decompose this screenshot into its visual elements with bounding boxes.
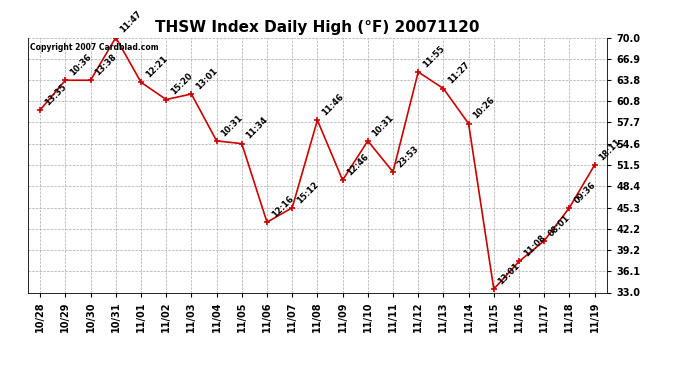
Text: 11:46: 11:46 [320,92,346,117]
Text: 23:53: 23:53 [396,144,421,169]
Text: 11:47: 11:47 [119,9,144,35]
Text: 12:16: 12:16 [270,194,295,219]
Text: 08:01: 08:01 [547,213,572,238]
Text: 13:38: 13:38 [93,53,119,78]
Text: 11:55: 11:55 [421,44,446,69]
Text: 11:08: 11:08 [522,234,547,259]
Text: 18:11: 18:11 [598,137,622,162]
Text: 10:26: 10:26 [471,96,497,121]
Text: 09:36: 09:36 [572,180,598,205]
Text: 10:31: 10:31 [371,113,396,138]
Text: 12:21: 12:21 [144,54,169,80]
Text: 11:27: 11:27 [446,60,471,86]
Text: 13:01: 13:01 [497,261,522,286]
Text: 13:01: 13:01 [194,66,219,91]
Text: 10:36: 10:36 [68,52,93,78]
Text: 15:12: 15:12 [295,180,320,205]
Text: 11:34: 11:34 [244,116,270,141]
Text: 13:35: 13:35 [43,82,68,107]
Text: 10:31: 10:31 [219,113,244,138]
Title: THSW Index Daily High (°F) 20071120: THSW Index Daily High (°F) 20071120 [155,20,480,35]
Text: Copyright 2007 Cardblad.com: Copyright 2007 Cardblad.com [30,43,159,52]
Text: 15:20: 15:20 [169,72,195,97]
Text: 12:46: 12:46 [346,152,371,177]
